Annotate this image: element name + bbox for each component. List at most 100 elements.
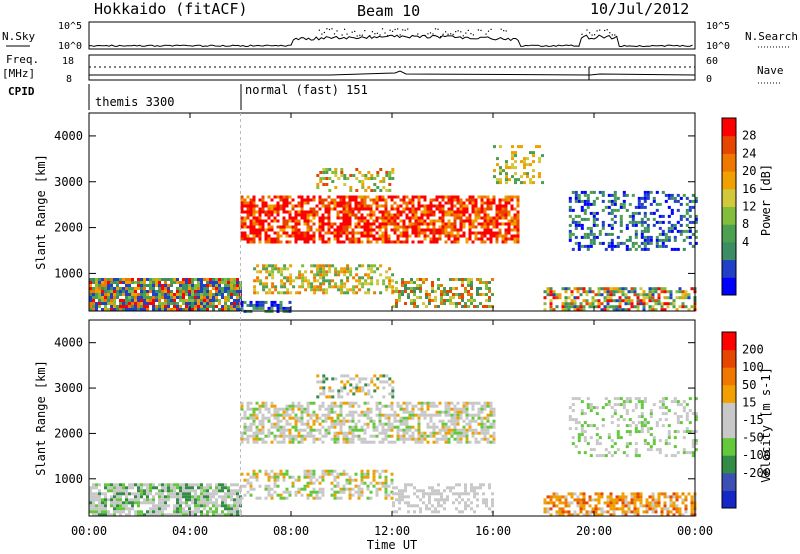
echo-cell [337, 389, 341, 393]
echo-cell [402, 434, 406, 438]
y-tick-label-1: 2000 [54, 426, 83, 440]
echo-cell [294, 490, 298, 494]
echo-cell [416, 278, 419, 281]
echo-cell [179, 293, 182, 296]
echo-cell [315, 204, 319, 208]
echo-cell [452, 501, 455, 505]
echo-cell [651, 495, 655, 499]
echo-cell [679, 415, 683, 419]
echo-cell [405, 216, 409, 220]
echo-cell [408, 216, 412, 220]
echo-cell [215, 510, 218, 514]
echo-cell [363, 207, 367, 211]
echo-cell [673, 196, 677, 200]
echo-cell [407, 287, 410, 290]
echo-cell [444, 231, 448, 235]
echo-cell [577, 196, 581, 200]
echo-cell [176, 293, 179, 296]
echo-cell [568, 196, 572, 200]
echo-cell [612, 510, 616, 514]
echo-cell [667, 220, 671, 224]
echo-cell [616, 418, 620, 422]
echo-cell [297, 204, 301, 208]
echo-cell [588, 513, 592, 517]
echo-cell [288, 413, 292, 417]
echo-cell [622, 199, 626, 203]
echo-cell [262, 285, 266, 289]
echo-cell [447, 404, 451, 408]
echo-cell [612, 513, 616, 517]
echo-cell [294, 204, 298, 208]
echo-cell [549, 498, 553, 502]
echo-cell [342, 198, 346, 202]
echo-cell [516, 201, 520, 205]
echo-cell [649, 190, 653, 194]
echo-cell [249, 228, 253, 232]
echo-cell [334, 186, 338, 189]
echo-cell [440, 299, 443, 302]
echo-cell [295, 276, 299, 280]
echo-cell [119, 501, 122, 505]
nsearch-point [424, 35, 426, 37]
echo-cell [155, 510, 158, 514]
echo-cell [255, 416, 259, 420]
echo-cell [467, 299, 470, 302]
echo-cell [191, 308, 194, 311]
echo-cell [390, 490, 394, 494]
echo-cell [233, 483, 236, 487]
echo-cell [634, 430, 638, 434]
echo-cell [128, 501, 131, 505]
echo-cell [310, 282, 314, 286]
echo-cell [619, 436, 623, 440]
echo-cell [134, 281, 137, 284]
echo-cell [321, 198, 325, 202]
echo-cell [483, 437, 487, 441]
echo-cell [504, 234, 508, 238]
echo-cell [440, 284, 443, 287]
echo-cell [684, 504, 688, 508]
echo-cell [471, 195, 475, 199]
echo-cell [357, 490, 361, 494]
echo-cell [660, 305, 664, 309]
echo-cell [303, 213, 307, 217]
echo-cell [286, 276, 290, 280]
echo-cell [646, 241, 650, 245]
echo-cell [340, 282, 344, 286]
echo-cell [384, 228, 388, 232]
echo-cell [224, 287, 227, 290]
echo-cell [276, 425, 280, 429]
echo-cell [388, 189, 392, 192]
echo-cell [419, 296, 422, 299]
echo-cell [450, 422, 454, 426]
echo-cell [571, 190, 575, 194]
echo-cell [391, 386, 395, 390]
echo-cell [173, 489, 176, 493]
echo-cell [570, 513, 574, 517]
echo-cell [361, 174, 365, 177]
echo-cell [402, 437, 406, 441]
echo-cell [131, 483, 134, 487]
echo-cell [453, 228, 457, 232]
echo-cell [324, 216, 328, 220]
echo-cell [137, 287, 140, 290]
echo-cell [322, 392, 326, 396]
echo-cell [240, 300, 244, 304]
echo-cell [125, 299, 128, 302]
echo-cell [399, 198, 403, 202]
echo-cell [125, 507, 128, 511]
echo-cell [107, 513, 110, 517]
echo-cell [279, 469, 283, 473]
echo-cell [363, 195, 367, 199]
echo-cell [586, 442, 590, 446]
echo-cell [288, 240, 292, 244]
echo-cell [387, 425, 391, 429]
echo-cell [595, 442, 599, 446]
echo-cell [203, 308, 206, 311]
echo-cell [393, 440, 397, 444]
echo-cell [249, 481, 253, 485]
echo-cell [685, 202, 689, 206]
echo-cell [673, 235, 677, 239]
echo-cell [582, 498, 586, 502]
echo-cell [570, 495, 574, 499]
echo-cell [161, 486, 164, 490]
